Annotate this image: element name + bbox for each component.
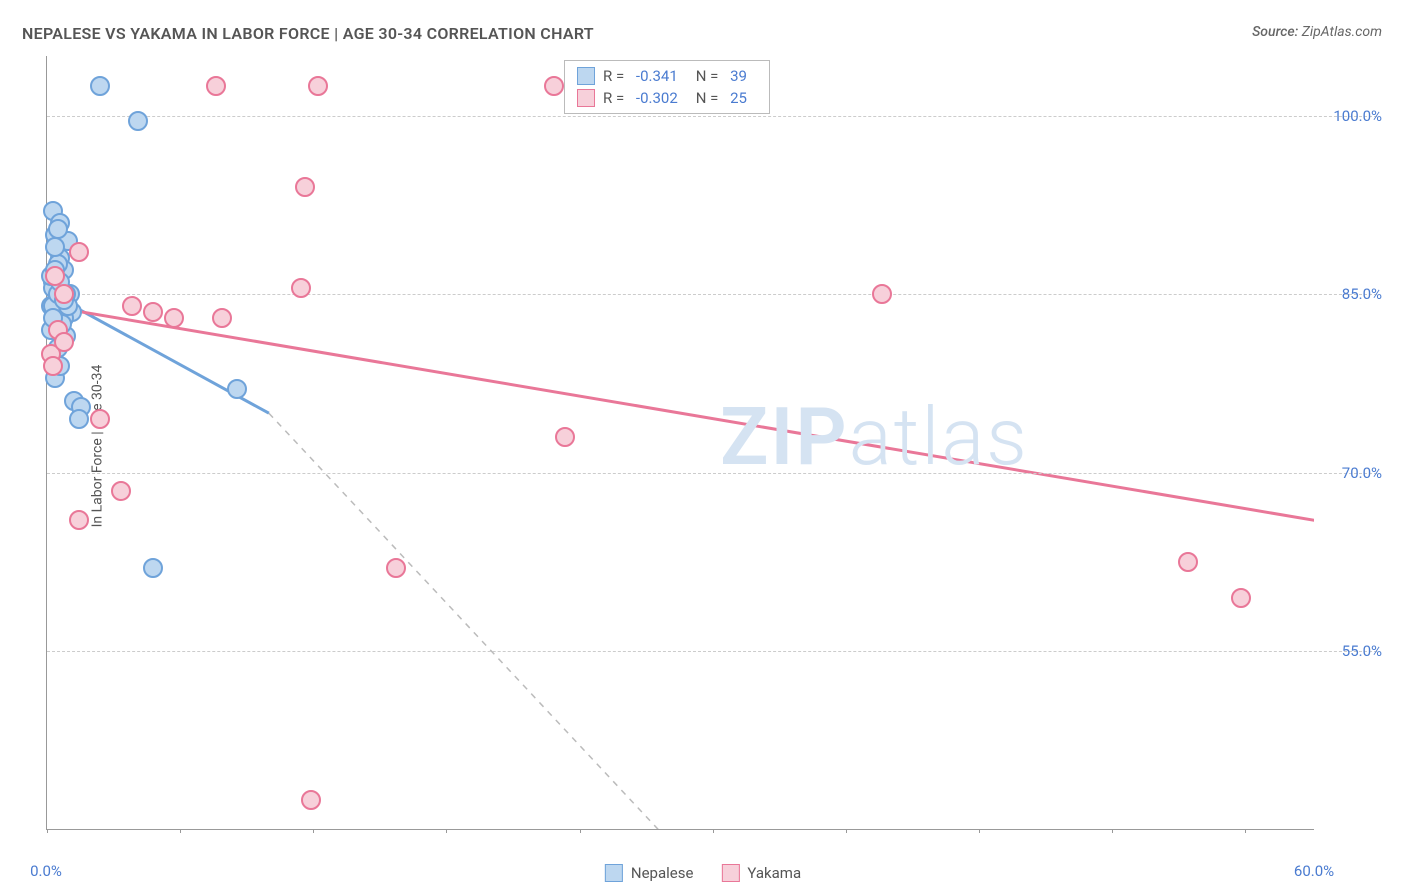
source-text: Source: ZipAtlas.com <box>1252 24 1382 40</box>
legend-correlation: R = -0.341 N = 39 R = -0.302 N = 25 <box>564 60 770 114</box>
legend-swatch <box>577 67 595 85</box>
legend-item: Nepalese <box>605 864 694 882</box>
data-point <box>143 302 163 322</box>
legend-series: Nepalese Yakama <box>605 864 801 882</box>
data-point <box>555 427 575 447</box>
data-point <box>206 76 226 96</box>
legend-n-label: N = <box>696 67 722 85</box>
x-tick <box>47 829 48 833</box>
data-point <box>212 308 232 328</box>
x-tick <box>713 829 714 833</box>
data-point <box>45 266 65 286</box>
legend-n-value: 39 <box>730 67 747 85</box>
legend-row: R = -0.302 N = 25 <box>577 87 757 109</box>
x-tick <box>580 829 581 833</box>
legend-n-label: N = <box>696 89 722 107</box>
data-point <box>544 76 564 96</box>
data-point <box>164 308 184 328</box>
grid-line <box>47 294 1377 295</box>
legend-label: Yakama <box>747 864 801 882</box>
data-point <box>69 242 89 262</box>
data-point <box>90 409 110 429</box>
data-point <box>295 177 315 197</box>
legend-r-value: -0.341 <box>636 67 678 85</box>
x-tick <box>1112 829 1113 833</box>
y-tick-label: 70.0% <box>1342 464 1382 482</box>
data-point <box>90 76 110 96</box>
data-point <box>301 790 321 810</box>
data-point <box>128 111 148 131</box>
chart-container: NEPALESE VS YAKAMA IN LABOR FORCE | AGE … <box>0 0 1406 892</box>
data-point <box>1178 552 1198 572</box>
data-point <box>69 510 89 530</box>
data-point <box>54 332 74 352</box>
x-tick <box>180 829 181 833</box>
x-tick <box>979 829 980 833</box>
x-tick <box>313 829 314 833</box>
y-tick-label: 85.0% <box>1342 285 1382 303</box>
x-tick-label: 60.0% <box>1294 862 1334 880</box>
data-point <box>227 379 247 399</box>
source-value: ZipAtlas.com <box>1302 24 1382 40</box>
legend-r-label: R = <box>603 89 628 107</box>
data-point <box>122 296 142 316</box>
regression-lines <box>47 56 1314 829</box>
x-tick-label: 0.0% <box>30 862 62 880</box>
legend-r-label: R = <box>603 67 628 85</box>
plot-area <box>46 56 1314 830</box>
data-point <box>69 409 89 429</box>
data-point <box>143 558 163 578</box>
y-tick-label: 100.0% <box>1333 107 1382 125</box>
x-tick <box>1245 829 1246 833</box>
data-point <box>308 76 328 96</box>
legend-row: R = -0.341 N = 39 <box>577 65 757 87</box>
legend-n-value: 25 <box>730 89 747 107</box>
data-point <box>386 558 406 578</box>
source-label: Source: <box>1252 24 1298 40</box>
data-point <box>1231 588 1251 608</box>
legend-swatch <box>577 89 595 107</box>
data-point <box>54 284 74 304</box>
y-tick-label: 55.0% <box>1342 642 1382 660</box>
legend-label: Nepalese <box>631 864 694 882</box>
data-point <box>111 481 131 501</box>
x-tick <box>846 829 847 833</box>
data-point <box>48 219 68 239</box>
grid-line <box>47 473 1377 474</box>
chart-title: NEPALESE VS YAKAMA IN LABOR FORCE | AGE … <box>22 24 594 43</box>
data-point <box>43 356 63 376</box>
legend-swatch <box>605 864 623 882</box>
grid-line <box>47 651 1377 652</box>
data-point <box>291 278 311 298</box>
x-tick <box>446 829 447 833</box>
grid-line <box>47 116 1377 117</box>
legend-r-value: -0.302 <box>636 89 678 107</box>
data-point <box>45 237 65 257</box>
data-point <box>872 284 892 304</box>
legend-item: Yakama <box>721 864 801 882</box>
legend-swatch <box>721 864 739 882</box>
